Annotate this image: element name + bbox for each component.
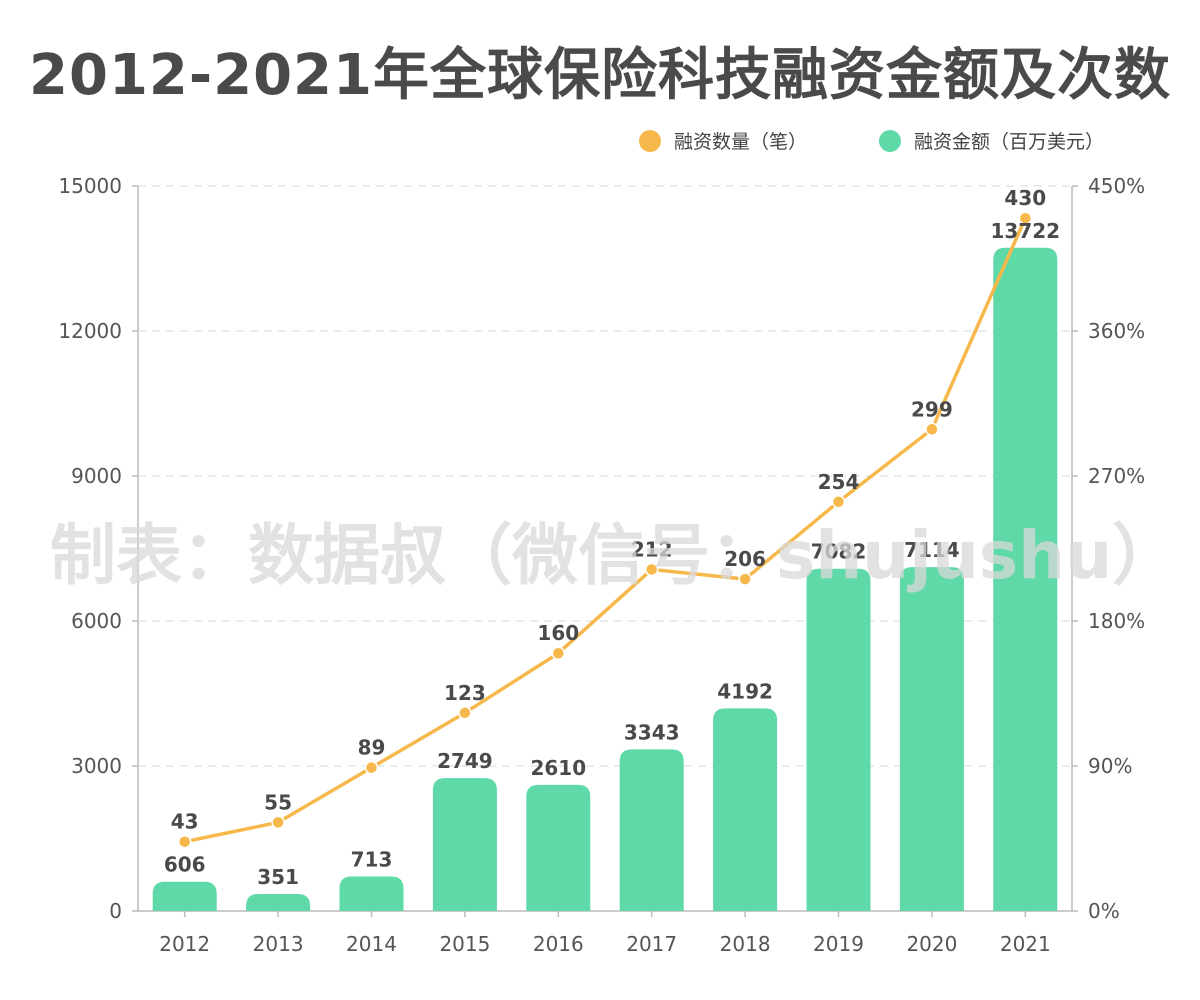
y-right-tick-label: 270% [1088, 464, 1145, 488]
bar [993, 247, 1058, 911]
x-tick-label: 2019 [813, 932, 864, 956]
y-left-tick-label: 15000 [58, 174, 122, 198]
x-tick-label: 2012 [159, 932, 210, 956]
data-labels: 606 351 713 2749 2610 3343 4192 7082 7114 13722 43… [164, 186, 1060, 889]
line-point [271, 815, 285, 830]
y-left-tick-label: 3000 [71, 754, 122, 778]
line-series [177, 211, 1033, 849]
line-value-label: 89 [358, 736, 386, 760]
bar-value-label: 13722 [991, 219, 1061, 243]
legend-label: 融资数量（笔） [674, 131, 807, 153]
bar-value-label: 2749 [437, 749, 493, 773]
x-tick-label: 2020 [906, 932, 957, 956]
bar [619, 749, 684, 911]
x-tick-label: 2018 [720, 932, 771, 956]
y-left-tick-label: 0 [109, 899, 122, 923]
bar [899, 567, 964, 911]
y-right-tick-label: 450% [1088, 174, 1145, 198]
bar-value-label: 4192 [717, 679, 773, 703]
bar-series [152, 247, 1058, 911]
bar [806, 568, 871, 911]
bar [339, 876, 404, 911]
x-tick-label: 2013 [253, 932, 304, 956]
x-tick-label: 2021 [1000, 932, 1051, 956]
line-point [551, 646, 566, 660]
line-value-label: 254 [818, 470, 860, 494]
line-value-label: 430 [1004, 186, 1046, 210]
bar [713, 708, 778, 911]
bar-value-label: 2610 [530, 756, 586, 780]
y-left-tick-label: 12000 [58, 319, 122, 343]
y-right-tick-label: 90% [1088, 754, 1132, 778]
line-point [1018, 211, 1033, 225]
bar-value-label: 606 [164, 853, 206, 877]
line-value-label: 212 [631, 537, 673, 561]
y-right-tick-label: 180% [1088, 609, 1145, 633]
line-point [644, 562, 659, 577]
bar [246, 894, 311, 911]
x-tick-label: 2015 [439, 932, 490, 956]
bar [526, 784, 591, 911]
y-right-tick-label: 360% [1088, 319, 1145, 343]
line-value-label: 55 [264, 790, 292, 814]
watermark: 制表：数据叔（微信号：shujushu） [50, 517, 1178, 594]
line-point [738, 572, 752, 586]
bar [152, 881, 217, 911]
line-point [925, 422, 939, 437]
bar-value-label: 7082 [811, 540, 867, 564]
legend-marker [879, 130, 901, 152]
x-tick-label: 2014 [346, 932, 397, 956]
x-tick-label: 2017 [626, 932, 677, 956]
bar-value-label: 3343 [624, 720, 680, 744]
legend: 融资数量（笔） 融资金额（百万美元） [639, 130, 1104, 153]
y-left-tick-label: 6000 [71, 609, 122, 633]
line-value-label: 206 [724, 547, 766, 571]
legend-label: 融资金额（百万美元） [914, 131, 1104, 153]
y-right-tick-label: 0% [1088, 899, 1120, 923]
line-point [177, 834, 192, 849]
line-value-label: 43 [171, 810, 199, 834]
bar-value-label: 351 [257, 865, 299, 889]
grid [138, 185, 1072, 767]
line-point [364, 760, 379, 775]
chart-title: 2012-2021年全球保险科技融资金额及次数 [29, 43, 1171, 108]
y-left-tick-label: 9000 [71, 464, 122, 488]
bar-value-label: 7114 [904, 538, 960, 562]
legend-marker [639, 130, 661, 152]
line-path [184, 217, 1027, 844]
line-value-label: 299 [911, 397, 953, 421]
bar-value-label: 713 [351, 848, 393, 872]
line-value-label: 123 [444, 681, 486, 705]
x-tick-label: 2016 [533, 932, 584, 956]
bar [432, 778, 497, 911]
line-point [458, 706, 472, 720]
line-point [831, 495, 846, 509]
line-value-label: 160 [537, 621, 579, 645]
axes: 0 0% 3000 90% 6000 180% 9000 270% 12000 360% 15000… [58, 174, 1145, 956]
